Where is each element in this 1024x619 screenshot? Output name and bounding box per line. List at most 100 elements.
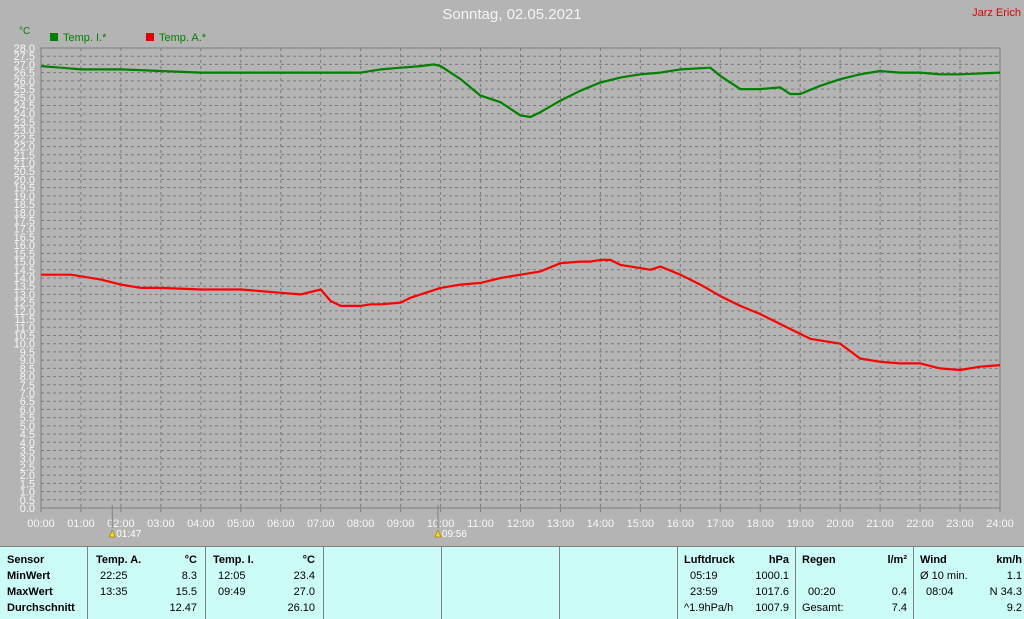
y-tick-label: 21.0 (14, 158, 35, 170)
x-tick-label: 04:00 (187, 518, 215, 530)
y-tick-label: 13.0 (14, 289, 35, 301)
y-tick-label: 17.0 (14, 224, 35, 236)
legend-item-inside: Temp. I.* (50, 32, 106, 44)
x-tick-label: 17:00 (707, 518, 735, 530)
temp-inside-column: Temp. I. °C 12:05 23.4 09:49 27.0 26.10 (206, 547, 324, 619)
wind-unit: km/h (996, 554, 1022, 566)
y-tick-label: 16.0 (14, 240, 35, 252)
legend-label-inside: Temp. I.* (63, 32, 107, 44)
y-tick-label: 28.0 (14, 43, 35, 55)
y-tick-label: 22.0 (14, 142, 35, 154)
marker-icon (108, 529, 116, 538)
chart-title: Sonntag, 02.05.2021 (442, 6, 582, 23)
x-tick-label: 06:00 (267, 518, 295, 530)
y-tick-label: 1.5 (20, 478, 35, 490)
y-tick-label: 6.5 (20, 396, 35, 408)
y-tick-label: 13.5 (14, 281, 35, 293)
y-tick-label: 8.0 (20, 372, 35, 384)
y-tick-label: 14.0 (14, 273, 35, 285)
y-tick-label: 11.5 (14, 314, 35, 326)
pressure-max: 1017.6 (755, 586, 789, 598)
y-tick-label: 20.0 (14, 174, 35, 186)
x-tick-label: 07:00 (307, 518, 335, 530)
y-tick-label: 23.5 (14, 117, 35, 129)
wind-avg: 1.1 (1006, 570, 1022, 582)
y-tick-label: 5.5 (20, 413, 35, 425)
y-tick-label: 8.5 (20, 363, 35, 375)
avg-label: Durchschnitt (7, 602, 75, 614)
rain-header: Regen (802, 554, 836, 566)
y-tick-label: 27.5 (14, 51, 35, 63)
x-tick-label: 21:00 (866, 518, 894, 530)
x-tick-label: 10:00 (427, 518, 455, 530)
rain-total-label: Gesamt: (802, 602, 844, 614)
x-tick-label: 14:00 (587, 518, 615, 530)
y-tick-label: 16.5 (14, 232, 35, 244)
y-tick-label: 19.0 (14, 191, 35, 203)
wind-day-avg: 9.2 (1006, 602, 1022, 614)
temp-outside-header: Temp. A. (96, 554, 142, 566)
sensor-header: Sensor (7, 554, 45, 566)
y-tick-label: 7.5 (20, 380, 35, 392)
y-tick-label: 9.5 (20, 347, 35, 359)
x-tick-label: 12:00 (507, 518, 535, 530)
legend-label-outside: Temp. A.* (159, 32, 207, 44)
y-tick-label: 1.0 (20, 487, 35, 499)
rain-total: 7.4 (891, 602, 907, 614)
wind-header: Wind (920, 554, 947, 566)
y-tick-label: 2.0 (20, 470, 35, 482)
empty-column-3 (560, 547, 678, 619)
y-tick-label: 9.0 (20, 355, 35, 367)
y-tick-label: 25.0 (14, 92, 35, 104)
time-markers: 01:47 09:56 (108, 505, 467, 540)
pressure-column: Luftdruck hPa 05:19 1000.1 23:59 1017.6 … (678, 547, 796, 619)
pressure-header: Luftdruck (684, 554, 735, 566)
wind-avg-label: Ø 10 min. (920, 570, 968, 582)
y-tick-label: 0.0 (20, 503, 35, 515)
y-tick-label: 15.0 (14, 257, 35, 269)
y-tick-label: 21.5 (14, 150, 35, 162)
y-tick-label: 25.5 (14, 84, 35, 96)
temp-outside-max-time: 13:35 (100, 586, 128, 598)
y-axis-unit: °C (19, 26, 31, 37)
y-tick-label: 3.5 (20, 446, 35, 458)
temp-outside-min: 8.3 (181, 570, 197, 582)
x-tick-label: 22:00 (906, 518, 934, 530)
marker-label: 01:47 (116, 529, 141, 540)
x-tick-label: 24:00 (986, 518, 1014, 530)
y-tick-label: 26.5 (14, 68, 35, 80)
temp-inside-max-time: 09:49 (218, 586, 246, 598)
y-tick-label: 10.0 (14, 339, 35, 351)
y-tick-label: 27.0 (14, 59, 35, 71)
x-tick-label: 09:00 (387, 518, 415, 530)
y-tick-label: 7.0 (20, 388, 35, 400)
y-tick-label: 3.0 (20, 454, 35, 466)
legend-swatch-outside (146, 33, 154, 41)
temp-inside-min: 23.4 (293, 570, 315, 582)
rain-column: Regen l/m² 00:20 0.4 Gesamt: 7.4 (796, 547, 914, 619)
y-tick-label: 20.5 (14, 166, 35, 178)
y-tick-label: 23.0 (14, 125, 35, 137)
x-tick-label: 18:00 (746, 518, 774, 530)
chart-canvas: 0.00.51.01.52.02.53.03.54.04.55.05.56.06… (14, 43, 1014, 540)
x-tick-label: 15:00 (627, 518, 655, 530)
y-tick-label: 15.5 (14, 248, 35, 260)
y-tick-label: 26.0 (14, 76, 35, 88)
x-tick-label: 23:00 (946, 518, 974, 530)
temp-outside-avg: 12.47 (169, 602, 197, 614)
temp-inside-unit: °C (302, 554, 315, 566)
y-tick-label: 6.0 (20, 404, 35, 416)
x-tick-label: 03:00 (147, 518, 175, 530)
sensor-column: Sensor MinWert MaxWert Durchschnitt (0, 547, 88, 619)
legend-swatch-inside (50, 33, 58, 41)
y-tick-label: 4.5 (20, 429, 35, 441)
x-axis-ticks: 00:00 01:00 02:00 03:00 04:00 05:00 06:00 07:00… (27, 518, 1014, 530)
y-tick-label: 24.0 (14, 109, 35, 121)
series-line-outside (41, 258, 1001, 372)
y-tick-label: 22.5 (14, 133, 35, 145)
x-tick-label: 20:00 (826, 518, 854, 530)
marker-icon (434, 529, 442, 538)
y-tick-label: 17.5 (14, 216, 35, 228)
pressure-min-time: 05:19 (690, 570, 718, 582)
y-tick-label: 14.5 (14, 265, 35, 277)
